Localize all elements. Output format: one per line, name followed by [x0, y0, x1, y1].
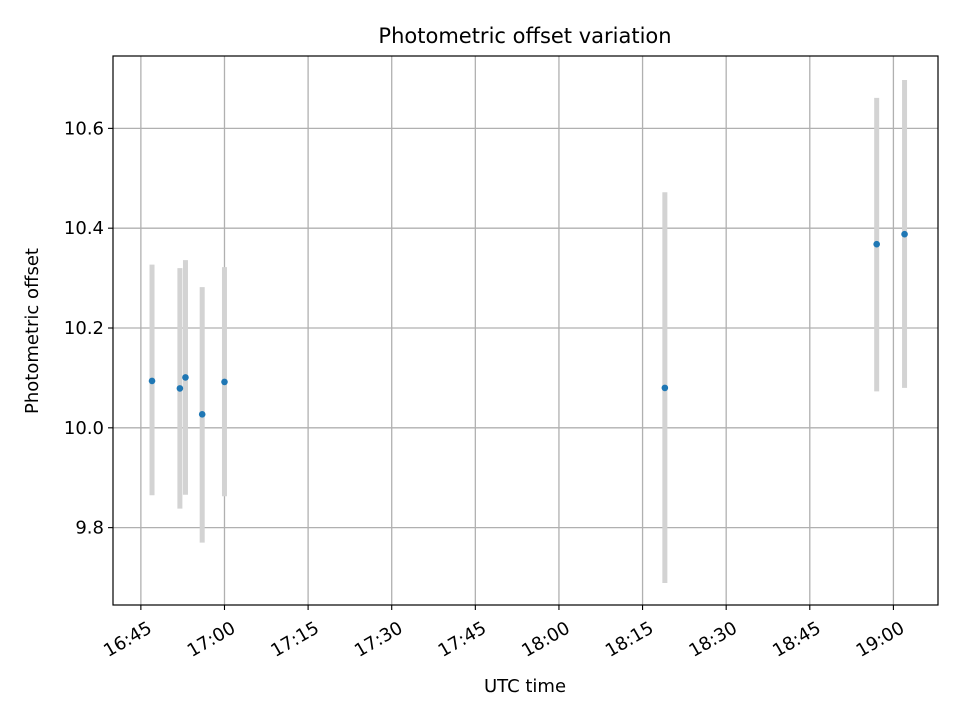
data-point	[148, 377, 156, 385]
grid	[113, 56, 938, 605]
y-axis-ticks: 9.8 10.0 10.2 10.4 10.6	[64, 118, 113, 539]
data-point	[198, 411, 206, 418]
data-point	[221, 378, 228, 386]
plot-frame	[112, 55, 939, 606]
y-tick-label: 10.4	[64, 218, 104, 239]
data-point	[176, 385, 184, 392]
y-tick-label: 10.2	[64, 318, 104, 339]
data-points	[148, 230, 908, 418]
data-point	[901, 230, 908, 238]
data-point	[873, 240, 880, 248]
data-point	[661, 384, 669, 392]
y-tick-label: 9.8	[75, 518, 104, 539]
x-axis-label: UTC time	[484, 676, 566, 697]
chart-title: Photometric offset variation	[378, 24, 671, 48]
y-axis-label: Photometric offset	[22, 248, 43, 414]
data-point	[182, 374, 189, 381]
y-tick-label: 10.0	[64, 418, 104, 439]
y-tick-label: 10.6	[64, 118, 104, 139]
